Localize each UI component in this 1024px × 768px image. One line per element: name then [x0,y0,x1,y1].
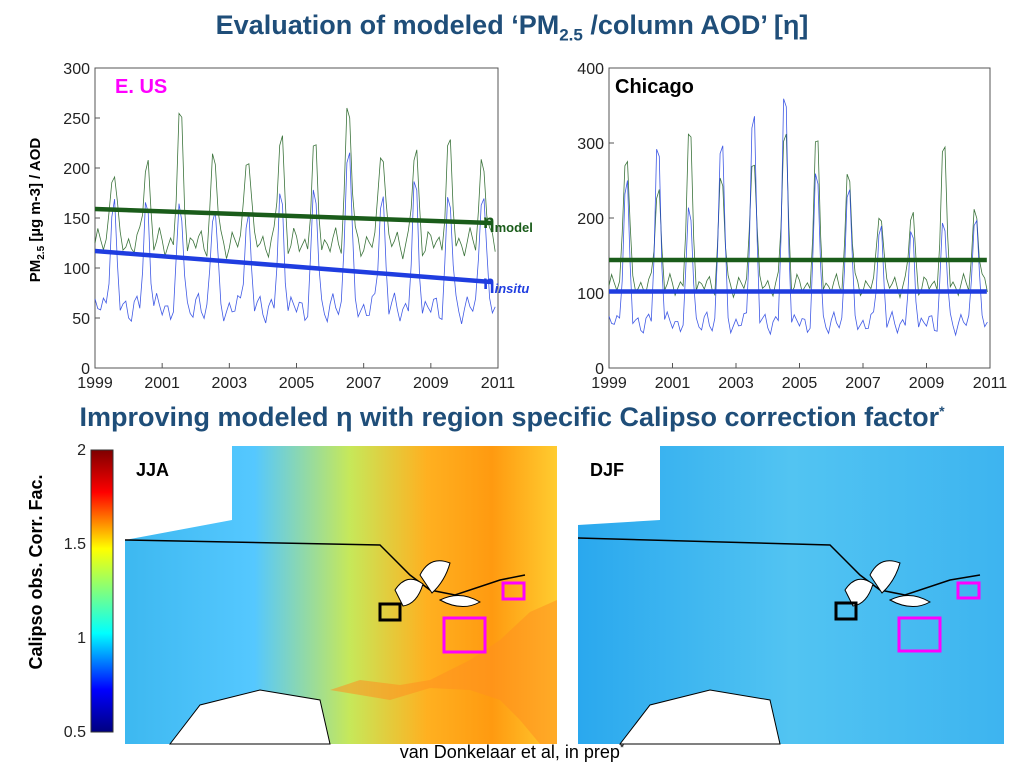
x-tick-label: 2007 [845,375,881,392]
series-line [608,133,988,300]
region-box-eus [897,616,942,653]
colorbar-tick: 1 [77,630,86,647]
region-box-eus [442,616,487,654]
chart-chicago: 1999 2001 2003 2005 2007 2009 2011 0 100 200 300 40… [577,61,1007,392]
colorbar-tick: 2 [77,442,86,459]
x-tick-label: 2011 [481,375,516,392]
region-box-chicago [834,601,858,621]
colorbar-tick: 1.5 [64,536,86,553]
y-tick-label: 300 [577,136,604,153]
y-tick-label: 200 [577,211,604,228]
map-nodata-area [578,446,660,525]
y-tick-label: 0 [81,361,90,378]
legend-insitu: ηinsitu [483,273,529,296]
great-lakes [394,560,482,607]
y-tick-label: 100 [63,261,90,278]
x-tick-label: 2007 [346,375,382,392]
x-tick-label: 2003 [718,375,754,392]
y-tick-label: 400 [577,61,604,78]
map-coast [168,689,331,745]
region-box-northeast [501,581,526,601]
map-djf: DJF [577,446,1004,745]
legend-model: ηmodel [483,212,533,235]
y-tick-label: 200 [63,161,90,178]
x-tick-label: 2001 [144,375,180,392]
section-title: Improving modeled η with region specific… [79,402,945,432]
x-tick-label: 2009 [413,375,449,392]
panel-label: E. US [115,76,167,98]
colorbar-tick: 0.5 [64,724,86,741]
series-line [608,98,988,337]
y-axis-label: PM2.5 [µg m-3] / AOD [27,138,47,283]
y-tick-label: 100 [577,286,604,303]
map-jja: JJA [124,446,557,745]
y-tick-label: 50 [72,311,90,328]
colorbar [90,449,114,733]
map-season-label: JJA [136,460,169,480]
panel-label: Chicago [615,76,694,98]
region-box-chicago [378,602,402,622]
trend-line [94,248,492,285]
x-tick-label: 2011 [973,375,1008,392]
x-tick-label: 2009 [909,375,945,392]
y-tick-label: 150 [63,211,90,228]
trend-line [94,206,492,226]
y-tick-label: 300 [63,61,90,78]
series-line [94,152,496,324]
credit-line: van Donkelaar et al, in prep* [399,742,625,762]
x-tick-label: 2005 [782,375,818,392]
great-lakes [844,560,932,607]
region-box-northeast [956,581,981,600]
map-high-region [330,600,557,744]
series-line [94,107,496,260]
chart-eus: 1999 2001 2003 2005 2007 2009 2011 0 50 100 150 200… [63,61,515,392]
y-tick-label: 250 [63,111,90,128]
map-season-label: DJF [590,460,624,480]
x-tick-label: 1999 [591,375,627,392]
x-tick-label: 1999 [77,375,113,392]
colorbar-label: Calipso obs. Corr. Fac. [26,474,46,669]
x-tick-label: 2003 [212,375,248,392]
map-coast [618,689,781,745]
x-tick-label: 2001 [655,375,691,392]
x-tick-label: 2005 [279,375,315,392]
y-tick-label: 0 [595,361,604,378]
map-nodata-area [125,446,232,540]
page-title: Evaluation of modeled ‘PM2.5 /column AOD… [215,10,809,45]
